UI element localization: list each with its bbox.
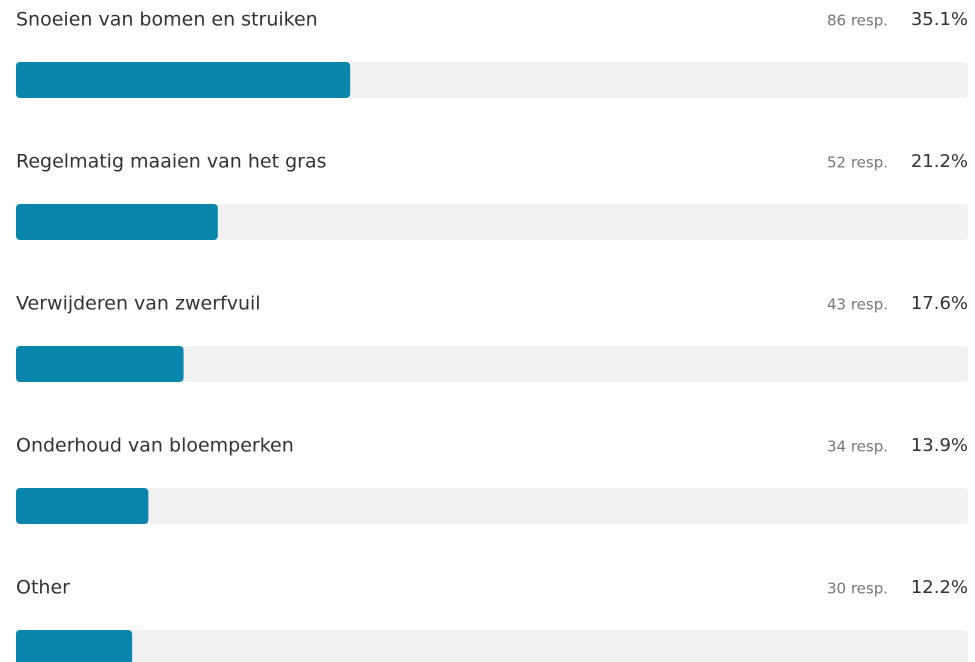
bar <box>16 488 149 524</box>
response-count: 52 resp. <box>827 154 888 172</box>
bar <box>16 204 218 240</box>
option-label: Snoeien van bomen en struiken <box>16 9 318 31</box>
response-count: 34 resp. <box>827 438 888 456</box>
response-count: 86 resp. <box>827 12 888 30</box>
percent-label: 35.1% <box>911 9 968 30</box>
bar <box>16 346 184 382</box>
option-label: Other <box>16 577 70 599</box>
option-label: Regelmatig maaien van het gras <box>16 151 327 173</box>
bar-track <box>16 204 968 240</box>
bar-track <box>16 488 968 524</box>
bar <box>16 62 351 98</box>
option-label: Onderhoud van bloemperken <box>16 435 294 457</box>
bar-track <box>16 630 968 662</box>
percent-label: 17.6% <box>911 293 968 314</box>
percent-label: 12.2% <box>911 577 968 598</box>
percent-label: 13.9% <box>911 435 968 456</box>
bar <box>16 630 133 662</box>
bar-track <box>16 346 968 382</box>
response-count: 30 resp. <box>827 580 888 598</box>
option-label: Verwijderen van zwerfvuil <box>16 293 261 315</box>
response-count: 43 resp. <box>827 296 888 314</box>
percent-label: 21.2% <box>911 151 968 172</box>
